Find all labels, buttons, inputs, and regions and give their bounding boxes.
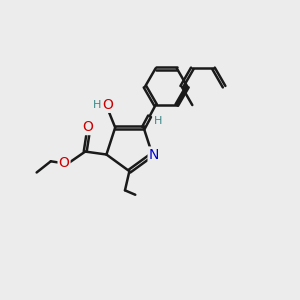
Text: H: H xyxy=(92,100,101,110)
Text: O: O xyxy=(102,98,113,112)
Text: N: N xyxy=(148,148,159,161)
Text: O: O xyxy=(83,120,94,134)
Text: O: O xyxy=(58,156,70,170)
Text: H: H xyxy=(154,116,162,126)
